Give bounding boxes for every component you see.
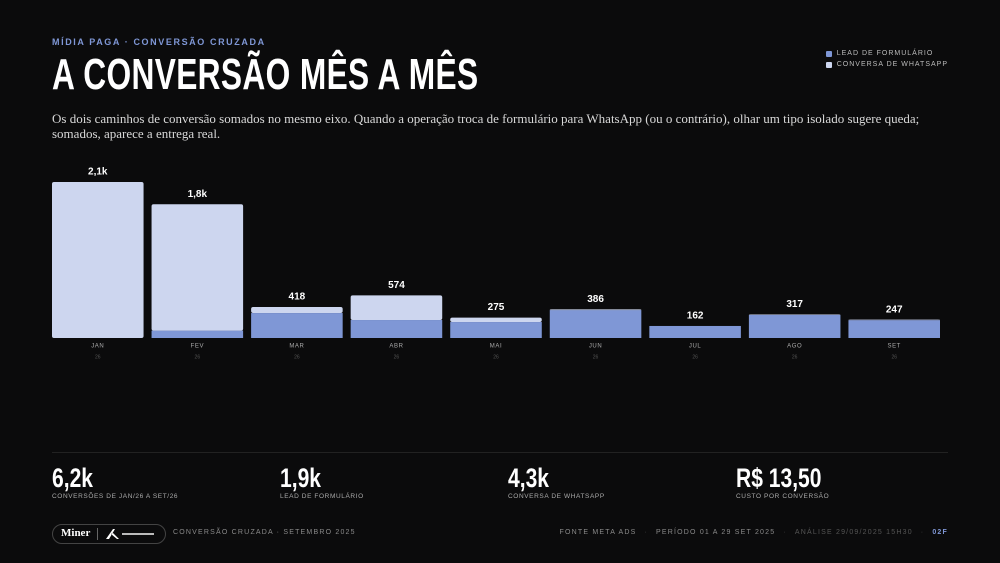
kpi-value: R$ 13,50 — [736, 463, 822, 493]
eyebrow: MÍDIA PAGA · CONVERSÃO CRUZADA — [52, 37, 266, 47]
x-tick-label: ABR — [389, 344, 403, 350]
legend-item: CONVERSA DE WHATSAPP — [825, 59, 948, 70]
bar-segment — [549, 309, 642, 311]
logo-pill: Miner — [52, 524, 166, 544]
x-tick-label: AGO — [787, 344, 802, 350]
x-tick-sublabel: 26 — [792, 354, 798, 360]
x-tick-sublabel: 26 — [195, 354, 201, 360]
x-tick-label: JUN — [589, 344, 602, 350]
kpi-value: 6,2k — [52, 463, 93, 493]
title: A CONVERSÃO MÊS A MÊS — [52, 50, 479, 99]
footer-caption: CONVERSÃO CRUZADA · SETEMBRO 2025 — [173, 529, 356, 536]
total-label: 162 — [687, 311, 704, 322]
x-tick-sublabel: 26 — [394, 354, 400, 360]
legend-item: LEAD DE FORMULÁRIO — [825, 48, 948, 59]
x-tick-sublabel: 26 — [593, 354, 599, 360]
subtitle: Os dois caminhos de conversão somados no… — [52, 111, 920, 141]
bar-segment — [848, 320, 940, 338]
dot: · — [783, 529, 787, 536]
x-tick-label: JAN — [91, 344, 104, 350]
x-tick-label: FEV — [191, 344, 204, 350]
x-tick-sublabel: 26 — [493, 354, 499, 360]
bar-segment — [649, 325, 741, 338]
dot: · — [644, 529, 648, 536]
kpi-label: CONVERSÕES DE JAN/26 A SET/26 — [52, 493, 179, 500]
kpi-label: LEAD DE FORMULÁRIO — [280, 493, 364, 500]
total-label: 247 — [886, 304, 903, 315]
total-label: 275 — [488, 302, 505, 313]
bar-segment — [450, 322, 542, 338]
legend-swatch — [825, 61, 832, 68]
legend: LEAD DE FORMULÁRIO CONVERSA DE WHATSAPP — [825, 48, 948, 70]
x-tick-sublabel: 26 — [891, 354, 897, 360]
x-tick-sublabel: 26 — [294, 354, 300, 360]
bar-segment — [748, 314, 841, 338]
dot: · — [920, 529, 925, 536]
total-label: 2,1k — [88, 167, 108, 178]
total-label: 386 — [587, 294, 604, 305]
kpi-label: CONVERSA DE WHATSAPP — [508, 493, 605, 500]
logo-divider — [97, 528, 98, 540]
bar-segment — [251, 306, 343, 314]
bar-segment — [848, 319, 940, 321]
chart: 2,1k JAN 26 1,8k FEV 26 418 MAR 26 574 ABR 26 275 MAI… — [52, 167, 940, 360]
footer-analysis: ANÁLISE 29/09/2025 15H30 — [794, 529, 913, 536]
bar-segment — [151, 330, 244, 338]
total-label: 1,8k — [188, 189, 208, 200]
bar-segment — [350, 320, 443, 338]
kpi-value: 1,9k — [280, 463, 321, 493]
total-label: 317 — [786, 299, 803, 310]
bar-segment — [549, 310, 642, 338]
kpi-value: 4,3k — [508, 463, 549, 493]
x-tick-label: SET — [887, 344, 900, 350]
legend-label: LEAD DE FORMULÁRIO — [836, 50, 934, 57]
x-tick-label: MAR — [289, 344, 304, 350]
footer-meta: FONTE META ADS · PERÍODO 01 A 29 SET 2025… — [560, 529, 949, 536]
bar-segment — [52, 182, 144, 338]
bar-segment — [151, 204, 244, 331]
footer-period: PERÍODO 01 A 29 SET 2025 — [656, 529, 776, 536]
partner-logo — [106, 529, 154, 539]
page-number: 02F — [932, 529, 948, 536]
bar-segment — [748, 314, 841, 315]
x-tick-label: JUL — [689, 344, 702, 350]
total-label: 574 — [388, 280, 405, 291]
x-tick-sublabel: 26 — [95, 354, 101, 360]
logo: Miner — [61, 527, 91, 539]
x-tick-label: MAI — [490, 344, 502, 350]
bar-segment — [350, 295, 443, 321]
x-tick-sublabel: 26 — [692, 354, 698, 360]
bar-segment — [251, 313, 343, 338]
kpi-label: CUSTO POR CONVERSÃO — [736, 493, 830, 500]
bar-segment — [450, 317, 542, 323]
footer-source: FONTE META ADS — [559, 529, 637, 536]
total-label: 418 — [289, 292, 306, 303]
legend-swatch — [825, 50, 832, 57]
separator — [52, 452, 948, 453]
legend-label: CONVERSA DE WHATSAPP — [836, 61, 948, 68]
